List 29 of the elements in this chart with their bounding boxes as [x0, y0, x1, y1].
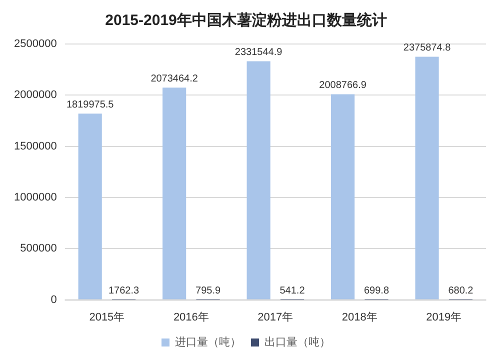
data-label: 1762.3: [108, 285, 140, 296]
y-tick-label: 0: [50, 294, 57, 306]
y-tick-label: 2000000: [14, 89, 57, 102]
data-label: 2073464.2: [150, 73, 198, 84]
x-tick-label: 2017年: [258, 311, 294, 324]
x-tick-label: 2015年: [89, 311, 125, 324]
legend-label: 出口量（吨）: [264, 336, 330, 349]
bar: [162, 88, 186, 300]
bar: [415, 56, 439, 300]
x-tick-label: 2018年: [342, 311, 378, 324]
y-tick-label: 2500000: [14, 38, 57, 50]
y-tick-label: 500000: [20, 242, 57, 255]
y-tick-label: 1000000: [14, 192, 57, 204]
x-tick-label: 2019年: [426, 311, 462, 324]
data-label: 680.2: [448, 285, 474, 296]
x-tick-label: 2016年: [173, 311, 209, 324]
bar: [331, 94, 355, 300]
legend-label: 进口量（吨）: [175, 336, 241, 349]
data-label: 541.2: [280, 285, 306, 296]
data-label: 2375874.8: [403, 42, 452, 54]
data-label: 1819975.5: [66, 99, 114, 110]
data-label: 2008766.9: [319, 80, 367, 92]
data-label: 2331544.9: [234, 46, 283, 58]
data-label: 699.8: [364, 285, 390, 296]
y-tick-label: 1500000: [14, 140, 57, 152]
chart-title: 2015-2019年中国木薯淀粉进出口数量统计: [105, 11, 387, 30]
bar: [246, 61, 270, 300]
data-label: 795.9: [196, 285, 221, 296]
bar: [78, 114, 102, 300]
